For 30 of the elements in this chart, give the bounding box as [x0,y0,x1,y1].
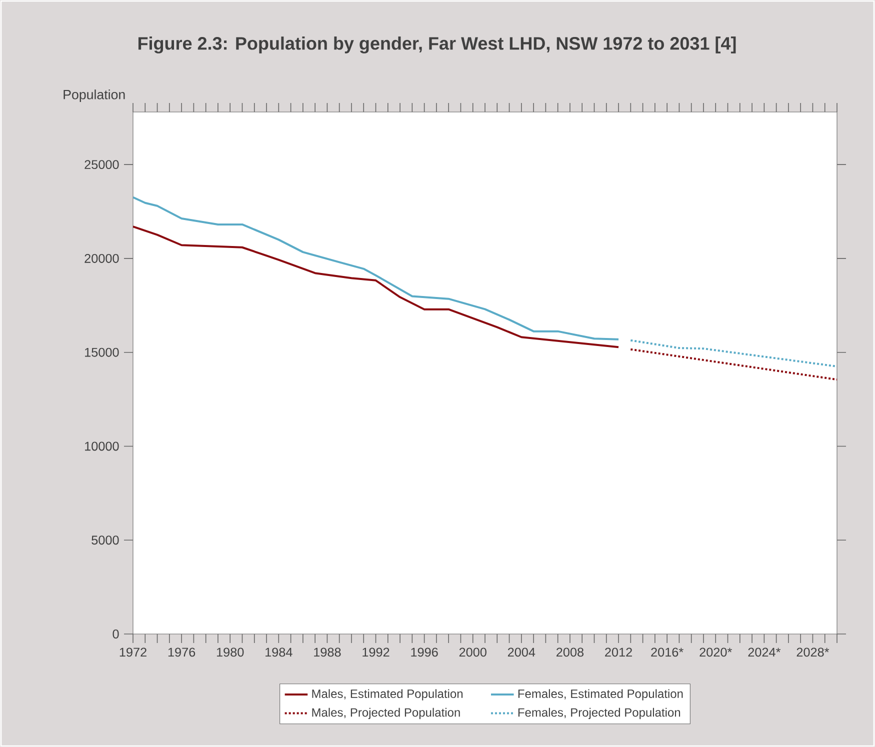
y-tick-label: 5000 [92,536,119,545]
legend-label: Males, Projected Population [312,708,460,720]
line-series [133,196,620,340]
x-tick-label: 1984 [266,648,292,657]
line-series [630,339,838,368]
legend-label: Males, Estimated Population [312,689,463,700]
legend-label: Females, Estimated Population [518,689,683,700]
y-tick-label: 15000 [85,348,119,357]
line-series [133,226,620,348]
x-tick-label: 2000 [459,648,486,657]
x-tick-label: 2012 [605,648,632,657]
x-tick-label: 1976 [168,648,196,657]
y-tick-label: 0 [112,630,119,638]
y-axis-title: Population [64,90,125,102]
x-tick-label: 1980 [216,648,244,657]
x-tick-label: 2016* [651,648,684,657]
x-tick-label: 1992 [362,648,390,657]
y-tick-label: 10000 [85,442,119,451]
x-tick-label: 2028* [796,648,830,657]
x-tick-label: 1988 [314,648,341,657]
x-tick-label: 1996 [411,648,438,657]
x-tick-label: 2024* [748,648,781,657]
chart-title: Figure 2.3: Population by gender, Far West LHD, NSW 1972 to 2031 [4] [138,36,736,54]
x-tick-label: 2020* [700,648,732,657]
y-tick-label: 20000 [84,254,119,263]
x-tick-label: 2004 [508,648,536,657]
legend-label: Females, Projected Population [518,708,680,720]
x-tick-label: 2008 [556,648,584,657]
x-tick-label: 1972 [120,648,146,657]
y-tick-label: 25000 [84,160,119,170]
